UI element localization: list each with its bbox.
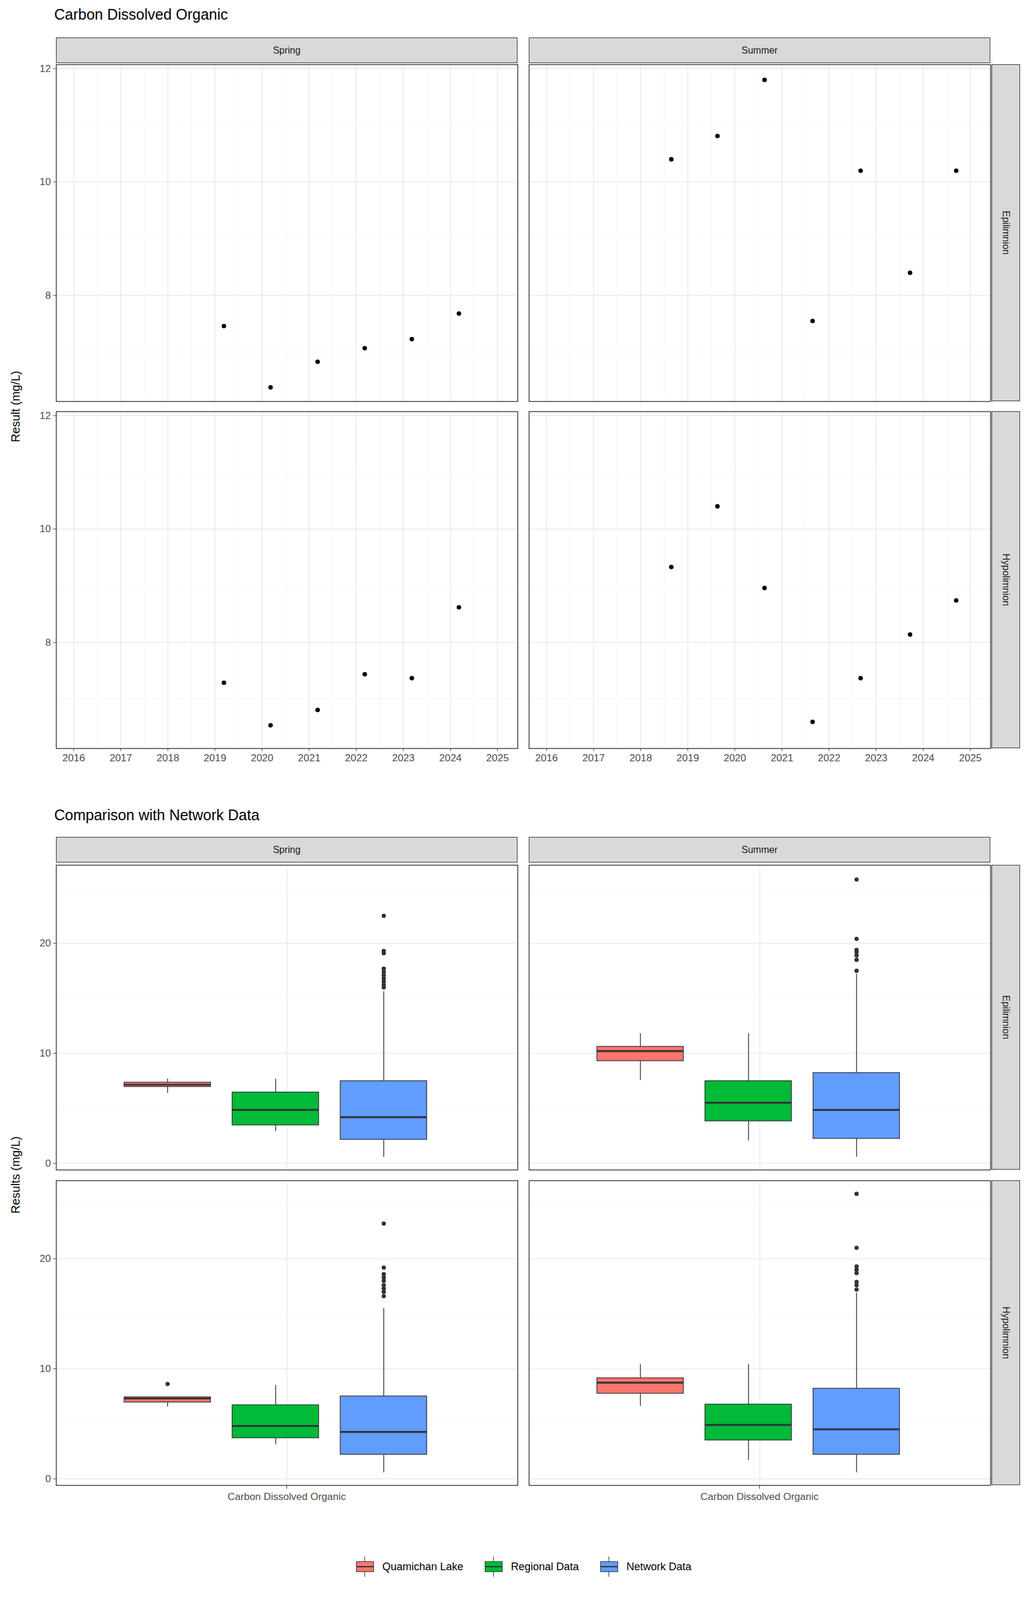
svg-text:12: 12 (39, 63, 52, 75)
svg-text:10: 10 (39, 1048, 52, 1060)
svg-text:2019: 2019 (203, 752, 227, 765)
html-text:Carbon Dissolved Organic: Carbon Dissolved Organic (227, 1491, 346, 1504)
html-text:Hypolimnion: Hypolimnion (1001, 553, 1012, 607)
svg-text:2025: 2025 (486, 752, 510, 765)
html-text:Spring: Spring (272, 44, 301, 56)
html-text:Epilimnion: Epilimnion (1001, 995, 1012, 1040)
html-text:Carbon Dissolved Organic: Carbon Dissolved Organic (54, 5, 228, 23)
svg-text:2018: 2018 (629, 752, 653, 765)
svg-text:0: 0 (45, 1473, 51, 1486)
svg-text:2021: 2021 (770, 752, 794, 765)
html-text:Result (mg/L): Result (mg/L) (8, 370, 22, 443)
html-text:Network Data: Network Data (626, 1561, 692, 1573)
svg-text:2024: 2024 (911, 752, 935, 765)
html-text:Carbon Dissolved Organic: Carbon Dissolved Organic (700, 1491, 819, 1504)
html-text:Summer: Summer (741, 44, 778, 56)
svg-text:2023: 2023 (391, 752, 415, 765)
svg-text:20: 20 (39, 1253, 52, 1265)
svg-text:2023: 2023 (864, 752, 888, 765)
svg-text:2022: 2022 (344, 752, 368, 765)
svg-text:8: 8 (45, 290, 51, 302)
svg-text:2025: 2025 (959, 752, 982, 765)
svg-text:8: 8 (45, 637, 51, 649)
svg-text:10: 10 (39, 523, 52, 535)
html-text:Comparison with Network Data: Comparison with Network Data (54, 806, 260, 824)
svg-text:12: 12 (39, 410, 52, 422)
html-text:Regional Data: Regional Data (510, 1561, 579, 1573)
html-text:Summer: Summer (741, 844, 778, 855)
svg-text:20: 20 (39, 937, 52, 950)
html-text:Spring: Spring (272, 844, 301, 855)
svg-text:2020: 2020 (723, 752, 747, 765)
svg-text:2017: 2017 (109, 752, 133, 765)
svg-text:2024: 2024 (438, 752, 462, 765)
svg-text:2022: 2022 (817, 752, 841, 765)
html-text:Epilimnion: Epilimnion (1001, 210, 1012, 255)
svg-text:2016: 2016 (62, 752, 86, 765)
html-text:Quamichan Lake: Quamichan Lake (382, 1561, 464, 1573)
html-text:Hypolimnion: Hypolimnion (1001, 1307, 1012, 1360)
svg-text:2019: 2019 (676, 752, 700, 765)
svg-text:0: 0 (45, 1158, 51, 1170)
svg-text:10: 10 (39, 176, 52, 188)
svg-text:2021: 2021 (297, 752, 321, 765)
svg-text:2016: 2016 (535, 752, 558, 765)
svg-text:2018: 2018 (156, 752, 180, 765)
svg-text:2020: 2020 (250, 752, 274, 765)
svg-text:10: 10 (39, 1363, 52, 1375)
html-text:Results (mg/L): Results (mg/L) (8, 1136, 22, 1215)
svg-text:2017: 2017 (582, 752, 606, 765)
